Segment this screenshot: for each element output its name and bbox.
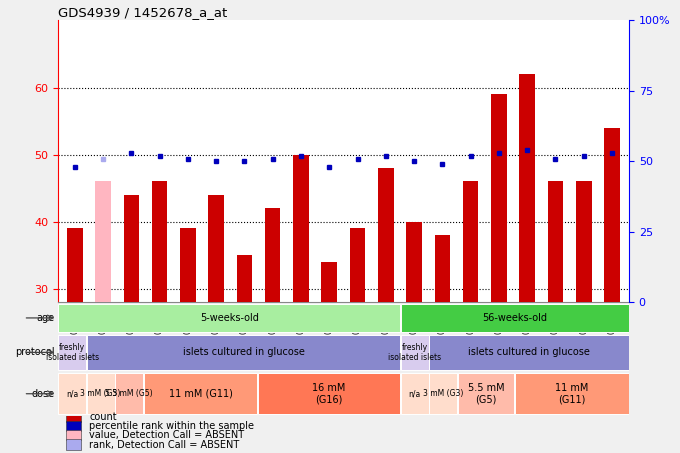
Text: islets cultured in glucose: islets cultured in glucose	[468, 347, 590, 357]
Bar	[237, 255, 252, 302]
Text: 5-weeks-old: 5-weeks-old	[200, 313, 258, 323]
Text: age: age	[37, 313, 55, 323]
FancyBboxPatch shape	[401, 304, 629, 333]
Text: protocol: protocol	[16, 347, 55, 357]
Bar	[350, 228, 365, 302]
Bar	[463, 182, 479, 302]
Bar	[67, 411, 81, 422]
Bar	[67, 228, 82, 302]
Text: 56-weeks-old: 56-weeks-old	[482, 313, 547, 323]
Bar	[605, 128, 619, 302]
Text: value, Detection Call = ABSENT: value, Detection Call = ABSENT	[89, 430, 244, 440]
Bar	[67, 439, 81, 450]
FancyBboxPatch shape	[58, 335, 86, 370]
Text: rank, Detection Call = ABSENT: rank, Detection Call = ABSENT	[89, 439, 239, 449]
Text: 3 mM (G3): 3 mM (G3)	[80, 389, 121, 398]
Text: count: count	[89, 412, 117, 422]
FancyBboxPatch shape	[401, 335, 429, 370]
Bar	[208, 195, 224, 302]
Bar	[95, 182, 111, 302]
FancyBboxPatch shape	[258, 373, 401, 414]
Bar	[322, 262, 337, 302]
FancyBboxPatch shape	[86, 373, 115, 414]
Text: dose: dose	[32, 389, 55, 399]
Text: 5.5 mM
(G5): 5.5 mM (G5)	[468, 383, 505, 404]
Bar	[576, 182, 592, 302]
Text: 11 mM
(G11): 11 mM (G11)	[555, 383, 589, 404]
Text: freshly
isolated islets: freshly isolated islets	[388, 343, 441, 362]
Bar	[378, 168, 394, 302]
Bar	[520, 74, 535, 302]
FancyBboxPatch shape	[115, 373, 143, 414]
FancyBboxPatch shape	[458, 373, 515, 414]
Text: n/a: n/a	[409, 389, 421, 398]
FancyBboxPatch shape	[86, 335, 401, 370]
Text: 3 mM (G3): 3 mM (G3)	[423, 389, 464, 398]
FancyBboxPatch shape	[429, 373, 458, 414]
Bar	[265, 208, 280, 302]
FancyBboxPatch shape	[401, 373, 429, 414]
Text: 11 mM (G11): 11 mM (G11)	[169, 389, 233, 399]
Bar	[67, 421, 81, 431]
Text: percentile rank within the sample: percentile rank within the sample	[89, 421, 254, 431]
FancyBboxPatch shape	[58, 373, 86, 414]
FancyBboxPatch shape	[143, 373, 258, 414]
FancyBboxPatch shape	[429, 335, 629, 370]
Bar	[124, 195, 139, 302]
Bar	[152, 182, 167, 302]
Text: n/a: n/a	[66, 389, 78, 398]
Text: freshly
isolated islets: freshly isolated islets	[46, 343, 99, 362]
Text: 5.5 mM (G5): 5.5 mM (G5)	[105, 389, 153, 398]
Text: islets cultured in glucose: islets cultured in glucose	[182, 347, 305, 357]
Bar	[407, 222, 422, 302]
Bar	[547, 182, 563, 302]
FancyBboxPatch shape	[58, 304, 401, 333]
Bar	[491, 94, 507, 302]
Bar	[435, 235, 450, 302]
Text: GDS4939 / 1452678_a_at: GDS4939 / 1452678_a_at	[58, 6, 227, 19]
Bar	[293, 154, 309, 302]
Text: 16 mM
(G16): 16 mM (G16)	[312, 383, 346, 404]
Bar	[180, 228, 196, 302]
Bar	[67, 430, 81, 440]
FancyBboxPatch shape	[515, 373, 629, 414]
